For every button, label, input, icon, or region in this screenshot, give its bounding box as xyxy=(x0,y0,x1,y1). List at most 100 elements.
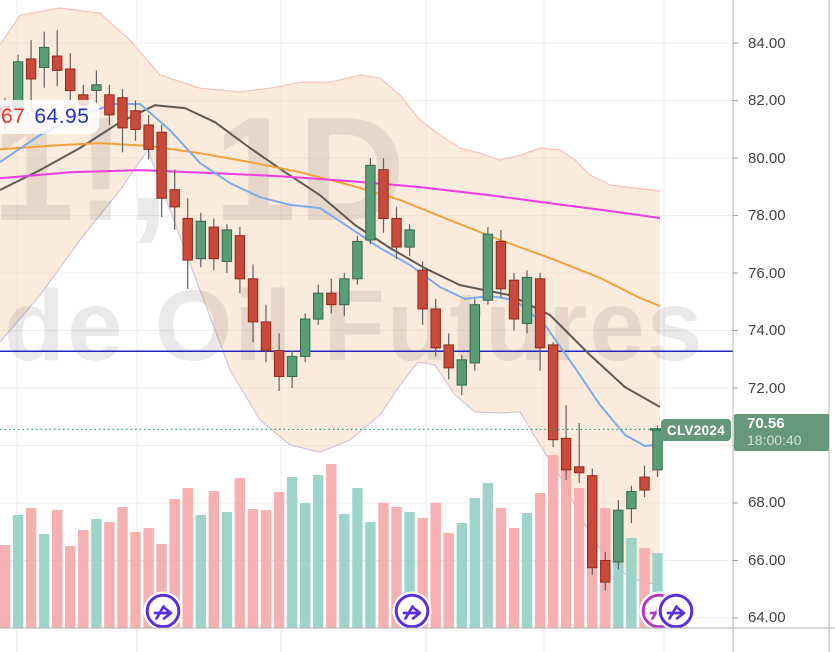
contract-symbol-tag[interactable]: CLV2024 xyxy=(661,419,731,441)
volume-bar xyxy=(221,512,233,628)
volume-bar xyxy=(365,522,376,628)
candle-body xyxy=(600,560,611,583)
price-axis-label: 64.00 xyxy=(748,609,786,627)
candle-body xyxy=(430,308,441,349)
candle-body xyxy=(104,94,115,116)
candle-body xyxy=(313,292,324,320)
volume-bar xyxy=(482,483,494,628)
candle-body xyxy=(208,226,220,260)
volume-bar xyxy=(613,528,624,628)
volume-bar xyxy=(404,512,415,628)
contract-switch-icon[interactable] xyxy=(656,591,696,631)
price-axis-label: 66.00 xyxy=(748,551,786,569)
volume-bar xyxy=(508,528,520,628)
candle-body xyxy=(482,233,494,301)
volume-bar xyxy=(560,468,572,628)
candle-body xyxy=(273,350,285,378)
candle-body xyxy=(521,276,533,324)
volume-bar xyxy=(104,522,115,628)
price-axis-label: 80.00 xyxy=(748,149,786,167)
volume-bar xyxy=(534,493,546,628)
price-axis[interactable]: 84.0082.0080.0078.0076.0074.0072.0070.00… xyxy=(733,0,829,628)
candle-body xyxy=(182,217,193,261)
bar-countdown: 18:00:40 xyxy=(747,432,802,448)
volume-bar xyxy=(456,523,467,628)
candle-body xyxy=(560,437,572,471)
candle-body xyxy=(508,279,520,320)
volume-bar xyxy=(117,507,128,628)
candle-body xyxy=(574,466,585,474)
volume-bar xyxy=(495,508,507,628)
candle-body xyxy=(143,124,154,150)
price-axis-label: 74.00 xyxy=(748,322,786,340)
volume-bar xyxy=(300,503,311,628)
candle-body xyxy=(417,269,428,310)
candle-body xyxy=(169,189,180,208)
contract-switch-icon[interactable] xyxy=(143,591,183,631)
candle-body xyxy=(130,110,141,130)
volume-bar xyxy=(326,464,337,628)
current-price-label: 70.56 18:00:40 xyxy=(734,414,829,451)
ma_blue-line xyxy=(0,103,661,448)
candle-body xyxy=(339,278,350,306)
volume-bar xyxy=(78,530,89,628)
price-axis-label: 84.00 xyxy=(748,34,786,52)
candle-body xyxy=(626,491,637,510)
price-axis-label: 82.00 xyxy=(748,92,786,110)
price-axis-label: 78.00 xyxy=(748,207,786,225)
volume-bar xyxy=(260,510,272,628)
candle-body xyxy=(234,235,246,280)
price-axis-label: 72.00 xyxy=(748,379,786,397)
volume-bar xyxy=(313,475,324,628)
volume-bar xyxy=(52,510,63,628)
volume-bar xyxy=(378,503,389,628)
legend-value-blue: 64.95 xyxy=(34,105,90,128)
candle-body xyxy=(221,229,233,262)
volume-bar xyxy=(143,528,154,628)
candle-body xyxy=(352,240,363,280)
contract-switch-icon[interactable] xyxy=(392,591,432,631)
volume-bar xyxy=(339,514,350,628)
volume-bar xyxy=(169,499,180,628)
candle-body xyxy=(534,278,546,349)
volume-bar xyxy=(273,492,285,628)
price-axis-label: 76.00 xyxy=(748,264,786,282)
bollinger-upper-line xyxy=(0,7,661,192)
volume-bar xyxy=(25,508,37,628)
ma_dark-line xyxy=(0,104,661,408)
volume-bar xyxy=(443,533,454,628)
candle-body xyxy=(247,278,259,323)
candle-body xyxy=(639,476,650,491)
candle-body xyxy=(456,359,468,386)
candle-body xyxy=(286,355,298,377)
candle-body xyxy=(91,84,102,92)
candle-body xyxy=(404,229,415,248)
volume-bar xyxy=(626,538,637,628)
candle-body xyxy=(117,97,128,129)
volume-bar xyxy=(156,544,167,628)
volume-bar xyxy=(234,478,246,628)
ma_orange-line xyxy=(0,142,661,308)
candle-body xyxy=(613,509,624,563)
candle-body xyxy=(443,344,454,369)
volume-bar xyxy=(652,553,663,628)
volume-bar xyxy=(639,548,650,628)
candle-body xyxy=(326,292,337,306)
candle-body xyxy=(195,220,207,260)
volume-bar xyxy=(521,513,533,628)
volume-bar xyxy=(391,507,402,628)
candle-body xyxy=(547,344,559,441)
candle-body xyxy=(65,68,76,92)
volume-bar xyxy=(469,498,480,628)
volume-bar xyxy=(91,519,102,628)
legend-value-red: 67 xyxy=(1,105,26,128)
volume-bar xyxy=(12,515,24,628)
volume-bar xyxy=(39,534,50,628)
candle-body xyxy=(52,55,63,71)
volume-bar xyxy=(574,488,585,628)
candle-body xyxy=(495,240,507,290)
volume-bar xyxy=(352,488,363,628)
volume-bar xyxy=(286,477,298,628)
